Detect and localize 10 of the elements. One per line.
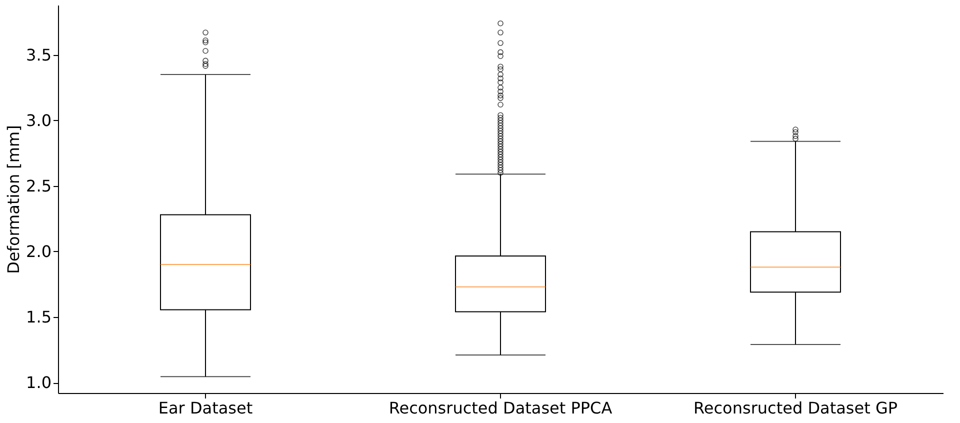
y-tick-label: 3.5 <box>26 45 52 64</box>
y-tick-label: 2.5 <box>26 176 52 196</box>
y-tick-label: 3.0 <box>26 110 52 130</box>
y-tick-label: 1.5 <box>26 307 52 326</box>
y-tick-label: 2.0 <box>26 242 52 261</box>
x-tick-label: Ear Dataset <box>158 398 253 418</box>
y-axis-title: Deformation [mm] <box>4 125 24 274</box>
x-tick-label: Reconsructed Dataset PPCA <box>388 398 612 418</box>
y-tick-label: 1.0 <box>26 373 52 392</box>
x-tick-label: Reconsructed Dataset GP <box>694 398 898 418</box>
